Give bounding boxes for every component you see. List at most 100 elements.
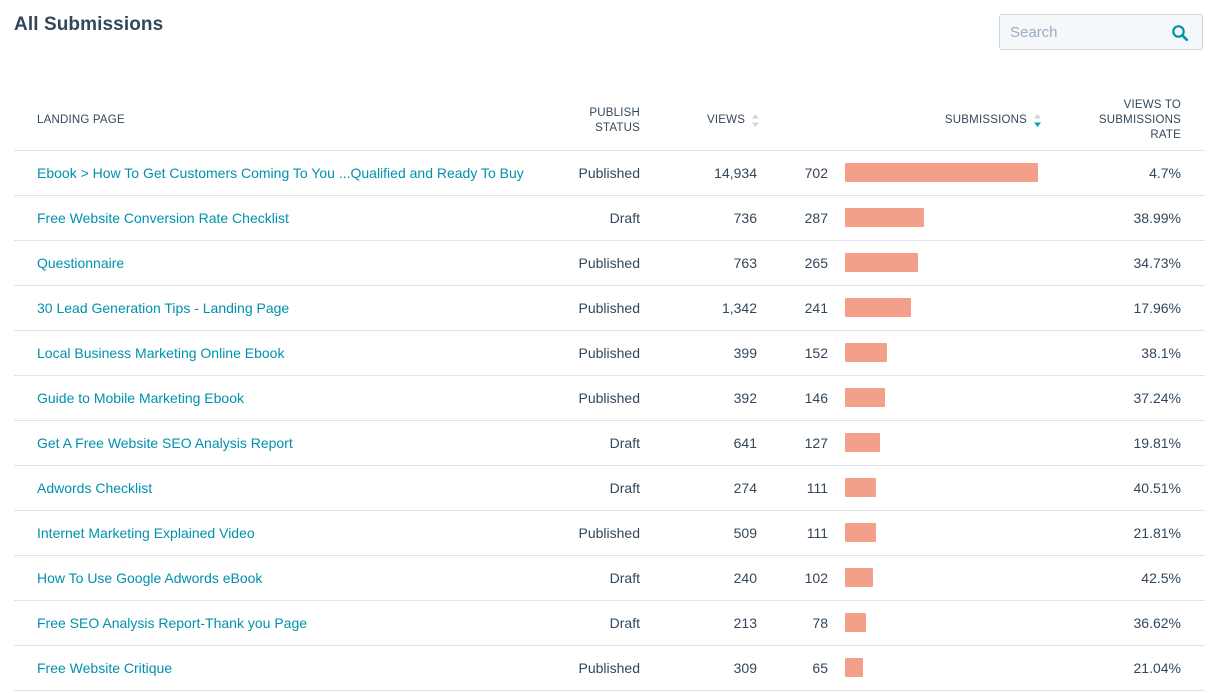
submissions-count: 78 (812, 615, 828, 631)
conversion-rate: 42.5% (1141, 570, 1181, 586)
table-row: Free SEO Analysis Report-Thank you Page … (14, 601, 1205, 646)
table-row: Guide to Mobile Marketing Ebook Publishe… (14, 376, 1205, 421)
submissions-count: 241 (804, 300, 828, 316)
table-row: Adwords Checklist Draft 274 111 40.51% (14, 466, 1205, 511)
search-icon[interactable] (1171, 24, 1189, 42)
submissions-count: 65 (812, 660, 828, 676)
column-header-submissions[interactable]: SUBMISSIONS (945, 113, 1042, 128)
landing-page-link[interactable]: Internet Marketing Explained Video (37, 525, 255, 541)
submissions-bar (845, 163, 1038, 182)
submissions-bar (845, 613, 866, 632)
publish-status: Published (578, 300, 641, 316)
table-row: Get A Free Website SEO Analysis Report D… (14, 421, 1205, 466)
submissions-count: 287 (804, 210, 828, 226)
publish-status: Published (578, 165, 641, 181)
column-header-views[interactable]: VIEWS (707, 113, 760, 128)
views-count: 14,934 (714, 165, 757, 181)
submissions-bar-track (845, 208, 1045, 227)
publish-status: Draft (609, 615, 640, 631)
landing-page-link[interactable]: Local Business Marketing Online Ebook (37, 345, 285, 361)
submissions-bar (845, 478, 876, 497)
submissions-bar-track (845, 253, 1045, 272)
submissions-count: 102 (804, 570, 828, 586)
publish-status: Draft (609, 570, 640, 586)
submissions-bar-track (845, 613, 1045, 632)
submissions-bar-track (845, 523, 1045, 542)
conversion-rate: 4.7% (1149, 165, 1181, 181)
submissions-bar-track (845, 478, 1045, 497)
submissions-bar (845, 568, 873, 587)
conversion-rate: 21.81% (1133, 525, 1181, 541)
column-header-rate-line3: RATE (1150, 129, 1181, 141)
table-row: How To Use Google Adwords eBook Draft 24… (14, 556, 1205, 601)
views-count: 736 (733, 210, 757, 226)
views-count: 213 (733, 615, 757, 631)
submissions-bar-track (845, 343, 1045, 362)
views-count: 240 (733, 570, 757, 586)
views-count: 399 (733, 345, 757, 361)
landing-page-link[interactable]: Questionnaire (37, 255, 125, 271)
table-row: Local Business Marketing Online Ebook Pu… (14, 331, 1205, 376)
column-header-views-to-submissions-rate: VIEWS TO SUBMISSIONS RATE (1081, 98, 1181, 143)
submissions-count: 111 (806, 480, 828, 496)
submissions-count: 146 (804, 390, 828, 406)
publish-status: Draft (609, 210, 640, 226)
submissions-count: 265 (804, 255, 828, 271)
publish-status: Published (578, 390, 641, 406)
search-box[interactable] (999, 14, 1203, 50)
submissions-count: 152 (804, 345, 828, 361)
landing-page-link[interactable]: Adwords Checklist (37, 480, 153, 496)
sort-descending-icon[interactable] (1033, 113, 1042, 128)
submissions-bar-track (845, 298, 1045, 317)
publish-status: Draft (609, 480, 640, 496)
submissions-bar-track (845, 163, 1045, 182)
table-row: Free Website Critique Published 309 65 2… (14, 646, 1205, 691)
submissions-count: 127 (804, 435, 828, 451)
views-count: 509 (733, 525, 757, 541)
column-header-publish-status: PUBLISH STATUS (589, 106, 640, 136)
publish-status: Published (578, 255, 641, 271)
submissions-bar (845, 658, 863, 677)
submissions-table: LANDING PAGE PUBLISH STATUS VIEWS SUBMIS… (14, 92, 1205, 691)
table-row: Free Website Conversion Rate Checklist D… (14, 196, 1205, 241)
column-header-publish-status-line1: PUBLISH (589, 107, 640, 119)
landing-page-link[interactable]: Ebook > How To Get Customers Coming To Y… (37, 165, 524, 181)
publish-status: Published (578, 660, 641, 676)
landing-page-link[interactable]: Free SEO Analysis Report-Thank you Page (37, 615, 308, 631)
conversion-rate: 21.04% (1133, 660, 1181, 676)
search-input[interactable] (1000, 15, 1170, 49)
landing-page-link[interactable]: Free Website Critique (37, 660, 173, 676)
conversion-rate: 17.96% (1133, 300, 1181, 316)
views-count: 392 (733, 390, 757, 406)
conversion-rate: 19.81% (1133, 435, 1181, 451)
landing-page-link[interactable]: Guide to Mobile Marketing Ebook (37, 390, 244, 406)
submissions-bar (845, 433, 880, 452)
conversion-rate: 34.73% (1133, 255, 1181, 271)
column-header-landing-page: LANDING PAGE (37, 114, 125, 126)
submissions-bar-track (845, 568, 1045, 587)
table-body: Ebook > How To Get Customers Coming To Y… (14, 151, 1205, 691)
sort-icon[interactable] (751, 113, 760, 128)
landing-page-link[interactable]: Get A Free Website SEO Analysis Report (37, 435, 293, 451)
publish-status: Published (578, 525, 641, 541)
submissions-bar-track (845, 388, 1045, 407)
table-row: Ebook > How To Get Customers Coming To Y… (14, 151, 1205, 196)
views-count: 1,342 (721, 300, 757, 316)
column-header-rate-line2: SUBMISSIONS (1098, 114, 1181, 126)
submissions-bar (845, 388, 885, 407)
table-header: LANDING PAGE PUBLISH STATUS VIEWS SUBMIS… (14, 92, 1205, 151)
submissions-bar (845, 298, 911, 317)
conversion-rate: 40.51% (1133, 480, 1181, 496)
table-row: Questionnaire Published 763 265 34.73% (14, 241, 1205, 286)
column-header-submissions-label: SUBMISSIONS (944, 114, 1027, 126)
views-count: 274 (733, 480, 757, 496)
landing-page-link[interactable]: Free Website Conversion Rate Checklist (37, 210, 289, 226)
conversion-rate: 38.1% (1141, 345, 1181, 361)
landing-page-link[interactable]: 30 Lead Generation Tips - Landing Page (37, 300, 290, 316)
conversion-rate: 38.99% (1133, 210, 1181, 226)
column-header-publish-status-line2: STATUS (595, 122, 640, 134)
publish-status: Draft (609, 435, 640, 451)
landing-page-link[interactable]: How To Use Google Adwords eBook (37, 570, 263, 586)
publish-status: Published (578, 345, 641, 361)
views-count: 763 (733, 255, 757, 271)
